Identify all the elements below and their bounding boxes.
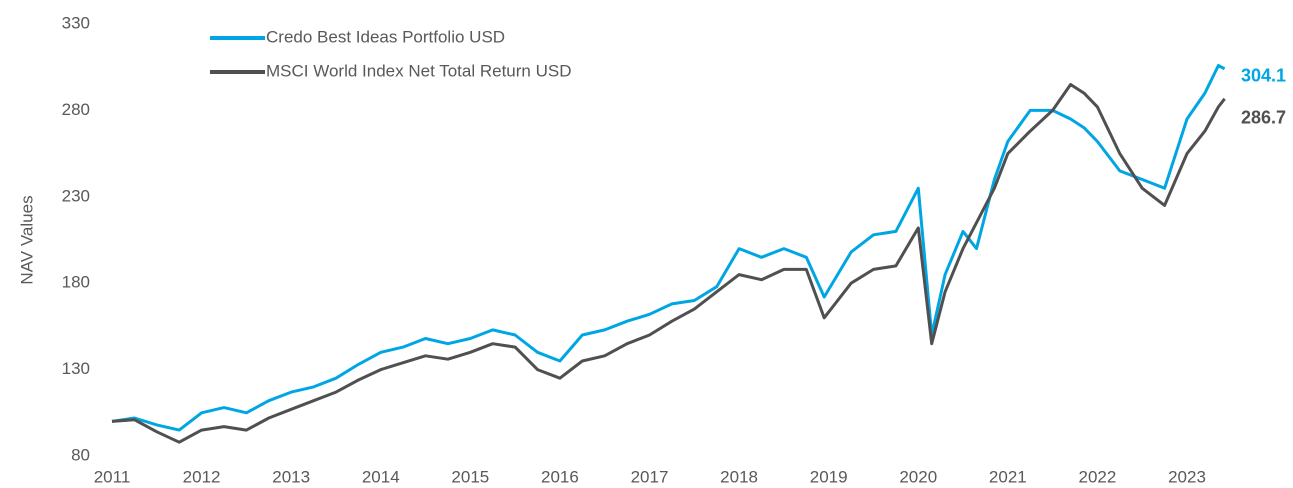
end-label: 286.7 xyxy=(1241,108,1286,128)
y-tick-label: 130 xyxy=(62,359,90,378)
y-tick-label: 330 xyxy=(62,13,90,32)
x-tick-label: 2013 xyxy=(272,467,310,486)
x-tick-label: 2012 xyxy=(183,467,221,486)
end-label: 304.1 xyxy=(1241,66,1286,86)
legend-label: Credo Best Ideas Portfolio USD xyxy=(266,27,505,46)
y-axis-label: NAV Values xyxy=(17,195,36,284)
y-tick-label: 280 xyxy=(62,100,90,119)
x-tick-label: 2023 xyxy=(1168,467,1206,486)
x-tick-label: 2022 xyxy=(1079,467,1117,486)
y-tick-label: 180 xyxy=(62,273,90,292)
y-tick-label: 230 xyxy=(62,186,90,205)
y-tick-label: 80 xyxy=(71,445,90,464)
series-line xyxy=(111,83,1226,444)
series-line xyxy=(111,64,1226,432)
x-tick-label: 2021 xyxy=(989,467,1027,486)
x-tick-label: 2016 xyxy=(541,467,579,486)
x-tick-label: 2020 xyxy=(899,467,937,486)
x-tick-label: 2015 xyxy=(451,467,489,486)
x-tick-label: 2018 xyxy=(720,467,758,486)
x-tick-label: 2014 xyxy=(362,467,400,486)
x-tick-label: 2019 xyxy=(810,467,848,486)
x-tick-label: 2011 xyxy=(94,467,131,486)
legend-label: MSCI World Index Net Total Return USD xyxy=(266,61,572,80)
x-tick-label: 2017 xyxy=(631,467,669,486)
